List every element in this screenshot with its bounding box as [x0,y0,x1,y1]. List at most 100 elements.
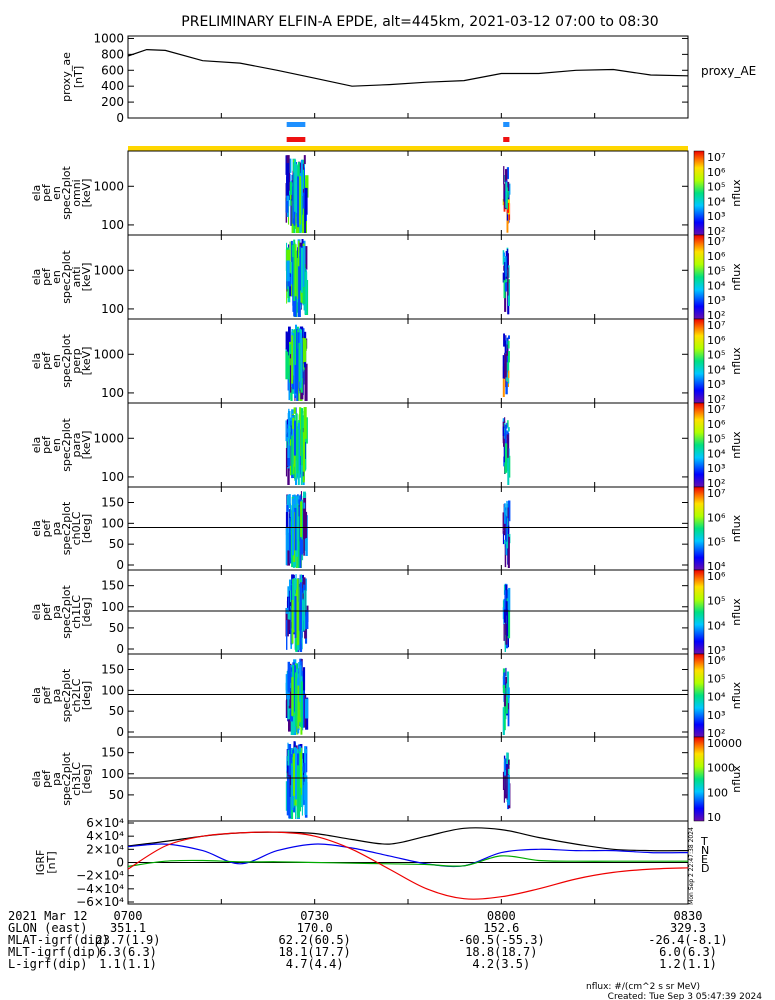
spec-pixel [300,501,303,538]
colorbar-tick-label: 10⁵ [707,181,725,194]
footer-value: 18.8(18.7) [465,945,537,959]
footer-value: 4.2(3.5) [472,957,530,971]
spec-pixel [507,253,509,266]
spec-pixel [300,247,303,293]
colorbar-tick-label: 10² [707,393,725,406]
spec-pixel [506,422,508,429]
colorbar-tick-label: 100 [707,786,728,799]
spec-pixel [292,498,294,556]
igrf-ytick-label: −4×10⁴ [76,882,124,896]
spec-pixel [291,244,294,264]
spec-pixel [505,182,508,208]
colorbar-tick-label: 1000 [707,762,735,775]
spec-ylabel-line: ela [30,353,43,370]
spec-pixel [505,667,507,677]
spec-pixel [290,261,294,274]
spec-ytick-label: 100 [101,218,124,232]
spec-pixel [287,742,289,750]
spec-ylabel-line: ela [30,269,43,286]
colorbar [693,653,705,738]
spec-pixel [291,599,294,644]
spec-pixel [289,773,293,797]
spec-ylabel-line: spec2plot [60,585,73,639]
spec-pixel [303,527,305,556]
spec-ytick-label: 50 [109,621,124,635]
colorbar-tick-label: 10³ [707,644,725,657]
bar-red-1 [286,137,306,142]
spec-ylabel-line: spec2plot [60,166,73,220]
colorbar-tick-label: 10² [707,225,725,238]
spec-pixel [507,687,510,699]
spec-pixel [503,609,506,623]
igrf-legend-E: E [701,853,708,866]
spec-pixel [300,408,304,414]
spec-pixel [503,623,505,641]
spec-ylabel-line: [keV] [80,263,93,292]
spec-ylabel-line: spec2plot [60,752,73,806]
spec-pixel [502,684,506,693]
spec-pixel [287,276,291,287]
spec-pixel [289,358,291,366]
spec-pixel [507,525,510,534]
spec-pixel [504,775,506,795]
spec-pixel [503,175,506,183]
colorbar-tick-label: 10 [707,811,721,824]
spec-pixel [503,252,505,257]
spec-pixel [299,764,302,812]
footer-value: 1.2(1.1) [659,957,717,971]
spec-pixel [304,187,308,215]
spec-pixel [295,745,298,750]
spec-pixel [502,355,504,379]
spec-ylabel-line: pa [50,605,63,619]
spec-pixel [305,698,309,719]
spec-pixel [287,609,291,630]
colorbar-tick-label: 10⁷ [707,151,725,164]
spec-pixel [506,344,508,351]
spec-bg [128,737,688,821]
spec-pixel [287,778,290,811]
spec-ytick-label: 1000 [93,431,124,445]
spec-pixel [506,350,508,356]
spec-pixel [294,596,297,639]
spec-pixel [507,694,510,727]
spec-ylabel-line: ela [30,771,43,788]
spec-pixel [507,337,509,363]
colorbar-label: nflux [730,347,743,375]
spec-pixel [506,202,510,213]
spec-ytick-label: 50 [109,788,124,802]
spec-pixel [293,243,296,301]
colorbar-tick-label: 10⁷ [707,319,725,332]
spec-bg [128,654,688,737]
colorbar-tick-label: 10³ [707,709,725,722]
bar-red-2 [503,137,510,142]
colorbar-tick-label: 10⁶ [707,418,726,431]
footer-value: 6.0(6.3) [659,945,717,959]
spec-pixel [508,759,510,769]
ae-ytick-label: 800 [101,47,124,61]
spec-ylabel-line: en [50,438,63,452]
spec-pixel [289,517,291,551]
colorbar-label: nflux [730,263,743,291]
spec-ylabel-line: pef [40,602,53,621]
colorbar [693,486,705,571]
spec-pixel [507,454,510,485]
spec-pixel [505,274,507,286]
spec-pixel [287,526,289,551]
spec-pixel [286,690,290,700]
igrf-ytick-label: 2×10⁴ [86,842,124,856]
spec-pixel [303,667,306,691]
colorbar-tick-label: 10⁶ [707,250,726,263]
spec-pixel [290,265,294,286]
spec-pixel [502,512,504,534]
spec-pixel [297,176,300,228]
colorbar-tick-label: 10⁶ [707,334,726,347]
bar-yellow [128,146,688,151]
spec-pixel [290,439,292,476]
spec-pixel [507,181,510,192]
spec-pixel [303,762,306,773]
spec-pixel [504,424,507,456]
spec-pixel [305,175,309,198]
